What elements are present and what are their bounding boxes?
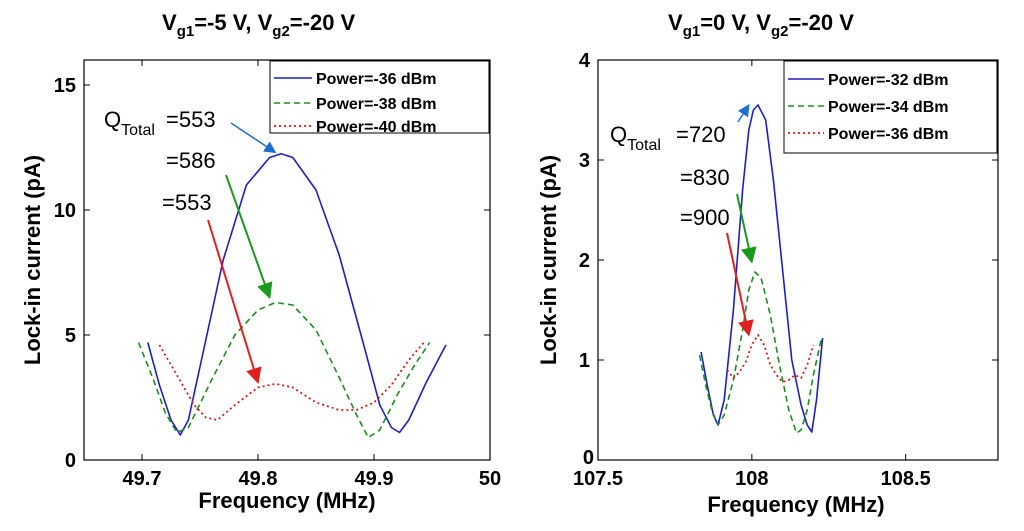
q-value-3: =553 bbox=[162, 190, 212, 215]
y-axis-label: Lock-in current (pA) bbox=[536, 155, 561, 365]
y-tick-label: 10 bbox=[54, 200, 76, 222]
q-arrow-2 bbox=[225, 174, 273, 300]
q-total-label: QTotal bbox=[104, 107, 155, 139]
y-tick-label: 2 bbox=[579, 250, 590, 272]
legend-label-series-1: Power=-32 dBm bbox=[828, 72, 948, 89]
x-tick-label: 108.5 bbox=[881, 468, 931, 490]
q-annotations: QTotal =553 =586 =553 bbox=[104, 107, 277, 385]
q-value-1: =553 bbox=[166, 107, 216, 132]
series-line-1 bbox=[147, 153, 447, 436]
legend-box bbox=[783, 60, 998, 154]
y-tick-label: 3 bbox=[579, 150, 590, 172]
chart-title: Vg1=-5 V, Vg2=-20 V bbox=[162, 10, 356, 40]
legend-label-series-3: Power=-36 dBm bbox=[828, 126, 948, 143]
chart-title: Vg1=0 V, Vg2=-20 V bbox=[668, 10, 854, 40]
x-tick-label: 108 bbox=[735, 468, 768, 490]
legend: Power=-32 dBm Power=-34 dBm Power=-36 dB… bbox=[783, 60, 998, 154]
left-chart: Vg1=-5 V, Vg2=-20 V 49.7 49.8 49.9 50 0 5 10 15… bbox=[20, 10, 501, 513]
q-arrow-1 bbox=[230, 122, 277, 154]
y-tick-label: 4 bbox=[579, 50, 591, 72]
q-value-1: =720 bbox=[676, 122, 726, 147]
y-tick-label: 0 bbox=[65, 450, 76, 472]
series-line-2 bbox=[137, 301, 431, 439]
y-origin-label: 0 bbox=[583, 447, 594, 469]
right-chart: Vg1=0 V, Vg2=-20 V 107.5 108 108.5 1 2 3 4 0 Fr… bbox=[536, 10, 999, 517]
y-tick-label: 5 bbox=[65, 325, 76, 347]
y-tick-label: 1 bbox=[579, 350, 590, 372]
q-arrow-3 bbox=[207, 219, 262, 385]
tick-layer: 107.5 108 108.5 1 2 3 4 0 bbox=[573, 50, 998, 490]
legend: Power=-36 dBm Power=-38 dBm Power=-40 dB… bbox=[269, 60, 490, 136]
q-arrow-3 bbox=[726, 232, 754, 337]
x-axis-label: Frequency (MHz) bbox=[707, 492, 884, 517]
legend-label-series-3: Power=-40 dBm bbox=[316, 119, 436, 136]
x-tick-label: 49.9 bbox=[355, 468, 394, 490]
legend-label-series-1: Power=-36 dBm bbox=[316, 71, 436, 88]
q-value-2: =830 bbox=[680, 165, 730, 190]
x-axis-label: Frequency (MHz) bbox=[198, 488, 375, 513]
legend-label-series-2: Power=-34 dBm bbox=[828, 99, 948, 116]
q-arrow-1 bbox=[737, 103, 750, 123]
y-tick-label: 15 bbox=[54, 75, 76, 97]
q-arrow-2 bbox=[736, 193, 757, 264]
x-tick-label: 50 bbox=[479, 468, 501, 490]
x-tick-label: 107.5 bbox=[573, 468, 623, 490]
legend-label-series-2: Power=-38 dBm bbox=[316, 96, 436, 113]
q-value-2: =586 bbox=[166, 148, 216, 173]
q-total-label: QTotal bbox=[610, 122, 661, 154]
q-annotations: QTotal =720 =830 =900 bbox=[610, 103, 757, 337]
series-layer bbox=[698, 104, 824, 434]
series-line-2 bbox=[698, 271, 822, 434]
series-line-3 bbox=[158, 341, 425, 421]
x-tick-label: 49.7 bbox=[123, 468, 162, 490]
series-layer bbox=[137, 153, 447, 439]
q-value-3: =900 bbox=[680, 205, 730, 230]
tick-layer: 49.7 49.8 49.9 50 0 5 10 15 bbox=[54, 60, 501, 490]
y-axis-label: Lock-in current (pA) bbox=[20, 155, 45, 365]
x-tick-label: 49.8 bbox=[239, 468, 278, 490]
legend-box bbox=[269, 60, 490, 134]
